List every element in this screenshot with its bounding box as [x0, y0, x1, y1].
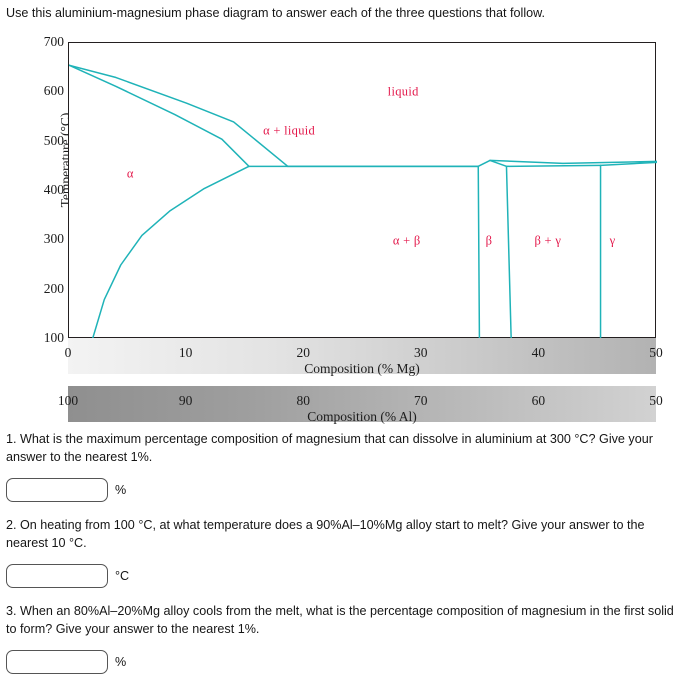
phase-boundary-line: [286, 159, 508, 168]
question-2: 2. On heating from 100 °C, at what tempe…: [0, 516, 691, 588]
mg-tick-label: 10: [178, 345, 193, 360]
question-2-unit: °C: [115, 569, 130, 583]
al-tick-label: 60: [531, 393, 546, 408]
y-tick-label: 600: [43, 83, 64, 99]
question-2-answer-row: °C: [6, 564, 691, 588]
al-axis-caption: Composition (% Al): [307, 409, 417, 424]
mg-tick-label: 40: [531, 345, 546, 360]
question-2-text: 2. On heating from 100 °C, at what tempe…: [6, 518, 645, 550]
question-1-input[interactable]: [6, 478, 108, 502]
question-1: 1. What is the maximum percentage compos…: [0, 430, 691, 502]
page-instruction: Use this aluminium-magnesium phase diagr…: [6, 6, 546, 20]
phase-boundary-line: [69, 64, 250, 168]
mg-composition-gradient-bar: [68, 338, 656, 374]
phase-region-label: α: [126, 166, 134, 181]
phase-boundary-line: [91, 165, 250, 339]
phase-region-label: β: [485, 233, 493, 248]
question-3: 3. When an 80%Al–20%Mg alloy cools from …: [0, 602, 691, 674]
y-tick-label: 200: [43, 280, 64, 296]
phase-region-label: α + liquid: [263, 123, 316, 138]
question-1-text: 1. What is the maximum percentage compos…: [6, 432, 653, 464]
phase-region-label: β + γ: [534, 233, 562, 248]
mg-axis-caption: Composition (% Mg): [304, 361, 420, 376]
phase-boundary-line: [599, 161, 657, 167]
y-tick-label: 500: [43, 132, 64, 148]
phase-region-label: α + β: [392, 233, 421, 248]
mg-tick-label: 0: [64, 345, 72, 360]
question-2-input[interactable]: [6, 564, 108, 588]
question-1-answer-row: %: [6, 478, 691, 502]
question-3-unit: %: [115, 655, 127, 669]
y-tick-label: 400: [43, 182, 64, 197]
y-tick-label: 700: [43, 34, 64, 49]
phase-boundary-line: [69, 64, 289, 168]
al-tick-label: 90: [178, 393, 193, 408]
phase-diagram-figure: Temperature (°C) 700 600 500 400 300 200 100 l…: [0, 30, 691, 430]
questions-section: 1. What is the maximum percentage compos…: [0, 430, 691, 688]
mg-tick-label: 50: [649, 345, 663, 360]
phase-region-label: liquid: [387, 84, 419, 99]
question-3-answer-row: %: [6, 650, 691, 674]
mg-tick-label: 20: [296, 345, 310, 360]
phase-boundary-line: [505, 165, 512, 339]
phase-boundary-line: [489, 159, 657, 165]
phase-boundary-line: [505, 164, 602, 168]
y-tick-label: 100: [43, 330, 64, 345]
al-tick-label: 80: [296, 393, 310, 408]
phase-boundary-line: [477, 165, 481, 339]
y-tick-label: 300: [43, 231, 64, 247]
al-tick-label: 50: [649, 393, 663, 408]
question-1-unit: %: [115, 483, 127, 497]
al-composition-gradient-bar: [68, 386, 656, 422]
al-tick-label: 70: [414, 393, 428, 408]
phase-boundary-curves: [69, 64, 657, 339]
al-tick-label: 100: [57, 393, 79, 408]
mg-tick-label: 30: [414, 345, 428, 360]
question-3-input[interactable]: [6, 650, 108, 674]
y-tick-labels: 700 600 500 400 300 200 100: [18, 35, 64, 345]
phase-region-label: γ: [609, 233, 616, 248]
question-3-text: 3. When an 80%Al–20%Mg alloy cools from …: [6, 604, 674, 636]
plot-area: [68, 42, 657, 339]
